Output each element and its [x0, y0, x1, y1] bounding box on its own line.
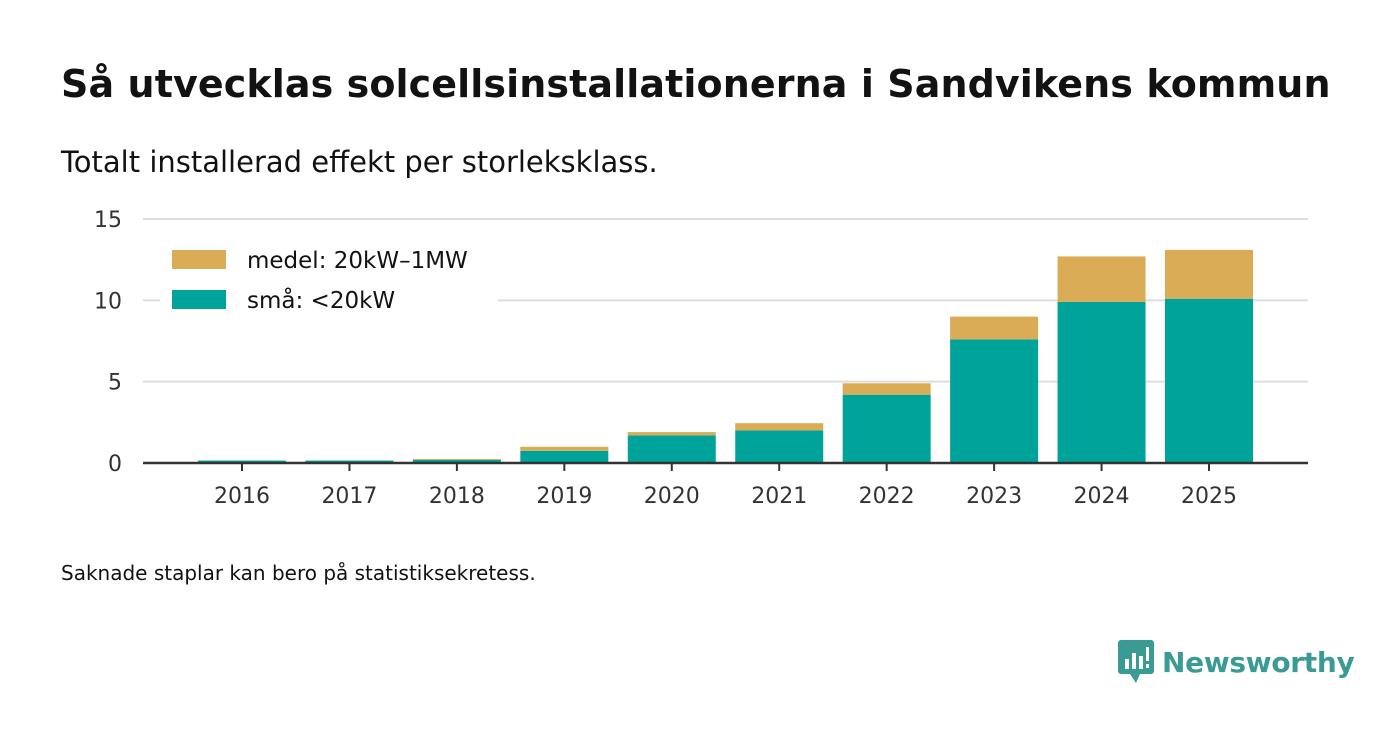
x-tick-label: 2021	[751, 484, 807, 509]
bar-small-2023	[950, 339, 1039, 463]
y-tick-label: 10	[94, 289, 122, 314]
newsworthy-logo-icon	[1118, 640, 1154, 683]
legend-label: små: <20kW	[247, 286, 395, 314]
bar-small-2021	[735, 430, 824, 463]
x-tick-label: 2016	[214, 484, 270, 509]
bar-small-2022	[842, 394, 931, 463]
bar-medium-2025	[1165, 249, 1253, 299]
x-tick-label: 2022	[859, 484, 915, 509]
x-tick-label: 2018	[429, 484, 485, 509]
bar-medium-2020	[627, 432, 716, 436]
footnote: Saknade staplar kan bero på statistiksek…	[61, 561, 536, 585]
x-tick-label: 2017	[321, 484, 377, 509]
bar-chart: 0 5 10 15 2016 2017 2018 2019 2020 2021 2022 2023 20…	[94, 208, 1308, 509]
bar-medium-2024	[1057, 256, 1146, 302]
y-tick-label: 0	[108, 452, 122, 477]
bar-small-2025	[1165, 298, 1253, 463]
chart-title: Så utvecklas solcellsinstallationerna i …	[61, 62, 1331, 106]
x-tick-label: 2019	[536, 484, 592, 509]
legend-label: medel: 20kW–1MW	[247, 248, 468, 274]
bar-small-2018	[412, 459, 501, 463]
x-tick-label: 2020	[644, 484, 700, 509]
bar-small-2024	[1057, 301, 1146, 463]
bar-medium-2019	[520, 446, 609, 451]
y-tick-label: 15	[94, 208, 122, 233]
bar-medium-2018	[412, 458, 501, 460]
bar-medium-2022	[842, 383, 931, 395]
legend-swatch-medium	[172, 250, 226, 269]
x-tick-label: 2025	[1181, 484, 1237, 509]
x-tick-label: 2024	[1074, 484, 1130, 509]
x-tick-label: 2023	[966, 484, 1022, 509]
y-tick-label: 5	[108, 371, 122, 396]
newsworthy-logo-text: Newsworthy	[1162, 645, 1355, 679]
bar-medium-2023	[950, 316, 1039, 340]
bar-small-2019	[520, 450, 609, 463]
legend-swatch-small	[172, 290, 226, 309]
chart-subtitle: Totalt installerad effekt per storlekskl…	[61, 145, 658, 179]
bar-medium-2021	[735, 423, 824, 431]
bar-small-2020	[627, 435, 716, 463]
newsworthy-logo: Newsworthy	[1118, 640, 1355, 684]
